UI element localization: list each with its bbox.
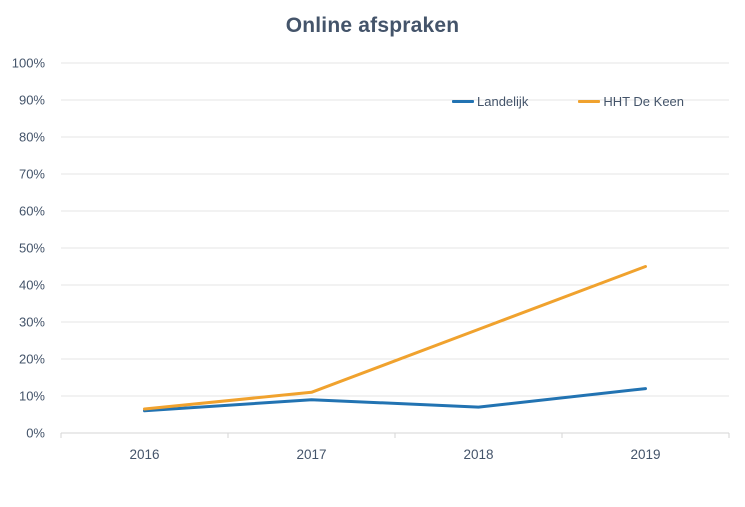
y-tick-label: 10% [19,389,45,404]
legend-label-landelijk: Landelijk [477,94,529,109]
legend: Landelijk HHT De Keen [452,94,684,109]
x-tick-label: 2018 [463,447,493,462]
legend-swatch-landelijk [452,100,474,103]
y-tick-label: 20% [19,352,45,367]
x-tick-label: 2016 [129,447,159,462]
y-tick-label: 70% [19,167,45,182]
y-tick-label: 90% [19,93,45,108]
chart-title: Online afspraken [285,14,460,37]
legend-item-landelijk: Landelijk [452,94,528,109]
y-tick-label: 50% [19,241,45,256]
y-tick-label: 60% [19,204,45,219]
x-tick-label: 2019 [630,447,660,462]
series-line-landelijk [143,387,647,413]
legend-swatch-hht-de-keen [578,100,601,103]
y-tick-label: 100% [12,56,46,71]
y-tick-label: 40% [19,278,45,293]
x-tick-label: 2017 [296,447,326,462]
y-tick-label: 80% [19,130,45,145]
legend-item-hht-de-keen: HHT De Keen [578,94,684,109]
y-tick-label: 0% [26,426,45,441]
legend-label-hht-de-keen: HHT De Keen [603,94,685,109]
series-line-hht-de-keen [143,265,647,411]
y-tick-label: 30% [19,315,45,330]
